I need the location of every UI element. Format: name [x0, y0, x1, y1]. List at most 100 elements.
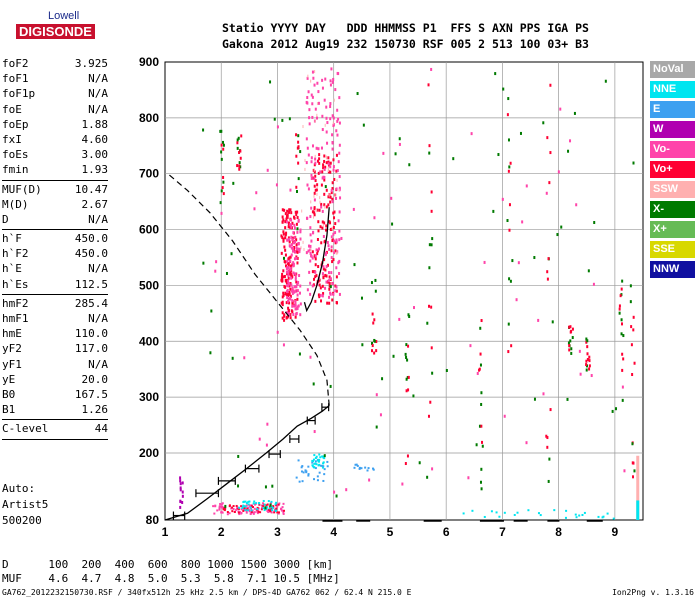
echo-ssw — [319, 200, 321, 204]
echo-vo-plus — [320, 299, 323, 303]
echo-vo-plus — [281, 300, 284, 304]
echo-vo-plus — [325, 161, 328, 165]
echo-vo-plus — [319, 286, 322, 290]
echo-noise — [398, 137, 401, 141]
echo-noise — [588, 359, 591, 363]
echo-vo-minus — [338, 292, 341, 296]
echo-noise — [480, 424, 483, 428]
echo-noise — [575, 516, 578, 519]
echo-vo-plus — [288, 208, 291, 212]
echo-noise — [507, 169, 510, 173]
echo-vo-plus — [314, 179, 317, 183]
echo-noise — [631, 373, 634, 377]
echo-vo-minus — [306, 96, 309, 100]
echo-vo-plus — [246, 508, 249, 511]
echo-vo-minus — [281, 506, 284, 509]
echo-noise — [405, 343, 408, 347]
echo-vo-plus — [324, 165, 327, 169]
echo-vo-plus — [314, 275, 317, 279]
echo-vo-plus — [330, 191, 333, 195]
echo-vo-minus — [291, 304, 294, 308]
echo-vo-plus — [321, 170, 324, 174]
echo-vo-plus — [332, 226, 335, 230]
echo-vo-minus — [335, 129, 338, 133]
echo-vo-minus — [295, 256, 298, 260]
echo-vo-minus — [293, 226, 296, 230]
echo-vo-minus — [282, 512, 285, 515]
echo-ssw — [310, 79, 312, 83]
echo-noise — [374, 289, 377, 293]
echo-nne — [241, 506, 244, 509]
echo-vo-minus — [311, 95, 314, 99]
echo-noise — [371, 344, 374, 348]
echo-vo-minus — [297, 219, 300, 223]
echo-ssw — [338, 188, 340, 192]
echo-nne — [321, 455, 324, 458]
echo-vo-plus — [282, 291, 285, 295]
echo-vo-minus — [285, 270, 288, 274]
echo-vo-minus — [338, 229, 341, 233]
param-row: yE 20.0 — [2, 373, 108, 388]
echo-noise — [497, 153, 500, 157]
echo-vo-minus — [220, 510, 223, 513]
echo-vo-minus — [296, 247, 299, 251]
echo-e — [372, 468, 375, 471]
echo-vo-minus — [214, 504, 217, 507]
echo-vo-minus — [313, 177, 316, 181]
echo-noise — [621, 352, 624, 356]
echo-vo-plus — [287, 276, 290, 280]
echo-vo-plus — [284, 233, 287, 237]
echo-vo-minus — [287, 274, 290, 278]
echo-vo-plus — [291, 301, 294, 305]
echo-vo-minus — [334, 88, 337, 92]
echo-ssw — [316, 192, 318, 196]
echo-e — [311, 461, 314, 464]
echo-vo-plus — [277, 503, 280, 506]
echo-ssw — [331, 226, 333, 230]
echo-vo-plus — [316, 252, 319, 256]
echo-vo-plus — [313, 191, 316, 195]
echo-vo-plus — [335, 153, 338, 157]
echo-noise — [502, 87, 505, 91]
echo-noise — [428, 243, 431, 247]
echo-e — [298, 480, 301, 483]
echo-noise — [239, 165, 242, 169]
echo-vo-minus — [285, 220, 288, 224]
echo-noise — [568, 325, 571, 329]
echo-noise — [621, 322, 624, 326]
echo-noise — [586, 357, 589, 361]
echo-vo-minus — [307, 249, 310, 253]
echo-vo-plus — [323, 159, 326, 163]
echo-vo-minus — [335, 238, 338, 242]
param-separator — [2, 293, 108, 295]
echo-noise — [266, 422, 269, 426]
echo-w — [181, 481, 184, 485]
echo-vo-minus — [216, 509, 219, 512]
echo-vo-minus — [294, 272, 297, 276]
echo-vo-minus — [314, 107, 317, 111]
echo-noise — [428, 304, 431, 308]
echo-noise — [373, 339, 376, 343]
echo-vo-plus — [287, 263, 290, 267]
echo-nne — [311, 464, 314, 467]
echo-vo-minus — [235, 507, 238, 510]
echo-vo-minus — [316, 81, 319, 85]
echo-noise — [547, 479, 550, 483]
echo-vo-minus — [299, 228, 302, 232]
footer-version: Ion2Png v. 1.3.16 — [612, 588, 694, 597]
echo-vo-plus — [262, 504, 265, 507]
echo-vo-minus — [325, 116, 328, 120]
echo-vo-minus — [312, 231, 315, 235]
echo-vo-minus — [337, 117, 340, 121]
echo-vo-minus — [309, 252, 312, 256]
echo-vo-plus — [250, 510, 253, 513]
echo-vo-minus — [315, 146, 318, 150]
echo-noise — [480, 487, 483, 491]
echo-vo-minus — [321, 78, 324, 82]
f2-trace — [303, 207, 330, 313]
echo-noise — [372, 321, 375, 325]
echo-vo-plus — [334, 249, 337, 253]
echo-e — [364, 466, 367, 469]
echo-nne — [253, 500, 256, 503]
echo-vo-plus — [329, 227, 332, 231]
